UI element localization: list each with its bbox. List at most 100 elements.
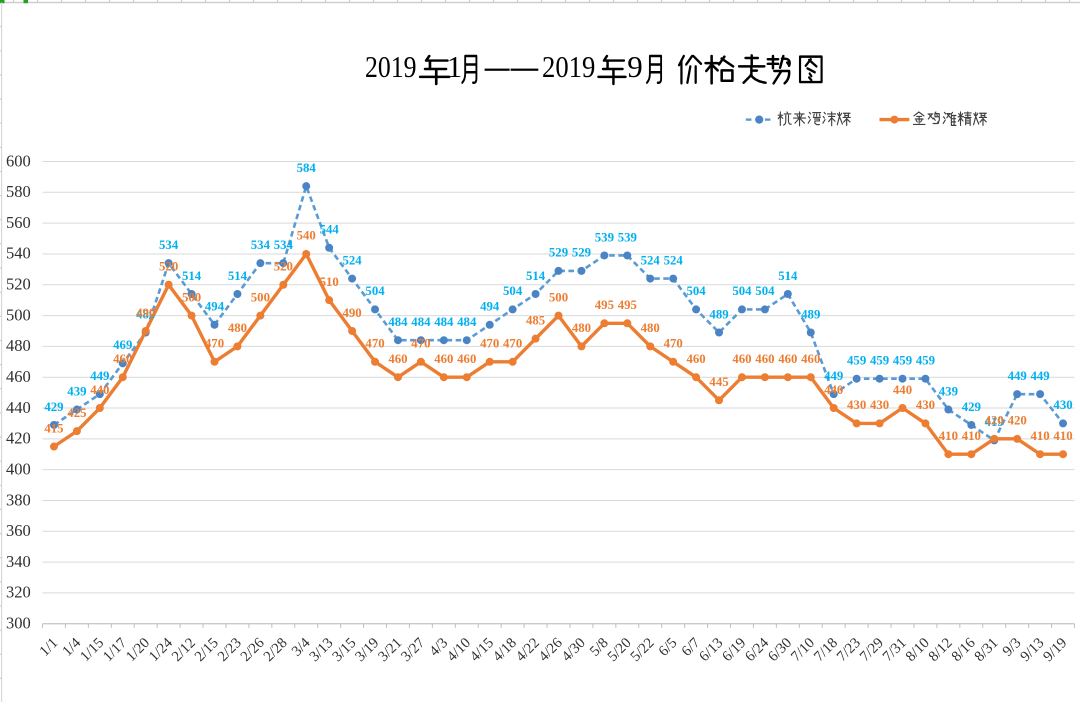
svg-text:504: 504 [365, 284, 385, 298]
svg-text:460: 460 [801, 352, 820, 366]
svg-text:459: 459 [893, 354, 912, 368]
svg-text:529: 529 [572, 246, 591, 260]
svg-text:510: 510 [320, 275, 339, 289]
svg-text:340: 340 [6, 552, 31, 571]
svg-text:514: 514 [228, 269, 248, 283]
svg-text:584: 584 [297, 161, 317, 175]
svg-text:380: 380 [6, 490, 31, 509]
svg-text:459: 459 [870, 354, 889, 368]
svg-text:600: 600 [6, 151, 31, 170]
svg-text:439: 439 [939, 384, 958, 398]
svg-text:534: 534 [159, 238, 179, 252]
svg-text:524: 524 [641, 253, 661, 267]
svg-text:484: 484 [434, 315, 454, 329]
svg-text:504: 504 [755, 284, 775, 298]
svg-text:430: 430 [847, 398, 866, 412]
svg-text:445: 445 [709, 375, 728, 389]
svg-text:520: 520 [159, 260, 178, 274]
svg-text:460: 460 [755, 352, 774, 366]
svg-text:410: 410 [939, 429, 958, 443]
svg-text:430: 430 [870, 398, 889, 412]
svg-text:460: 460 [457, 352, 476, 366]
svg-text:460: 460 [6, 367, 31, 386]
svg-text:470: 470 [411, 337, 430, 351]
svg-text:495: 495 [618, 298, 637, 312]
svg-text:400: 400 [6, 459, 31, 478]
svg-text:440: 440 [893, 383, 912, 397]
svg-text:504: 504 [503, 284, 523, 298]
svg-text:540: 540 [297, 229, 316, 243]
svg-text:504: 504 [732, 284, 752, 298]
svg-text:460: 460 [778, 352, 797, 366]
svg-text:440: 440 [90, 383, 109, 397]
svg-text:300: 300 [6, 614, 31, 633]
svg-text:539: 539 [595, 230, 614, 244]
svg-text:470: 470 [503, 337, 522, 351]
svg-text:520: 520 [274, 260, 293, 274]
svg-text:459: 459 [916, 354, 935, 368]
svg-text:460: 460 [388, 352, 407, 366]
svg-text:470: 470 [205, 337, 224, 351]
svg-text:485: 485 [526, 313, 545, 327]
svg-text:524: 524 [664, 253, 684, 267]
svg-text:430: 430 [916, 398, 935, 412]
svg-text:360: 360 [6, 521, 31, 540]
svg-text:460: 460 [434, 352, 453, 366]
svg-text:449: 449 [1030, 369, 1049, 383]
svg-text:410: 410 [962, 429, 981, 443]
svg-text:429: 429 [44, 400, 63, 414]
svg-text:560: 560 [6, 213, 31, 232]
svg-text:2019: 2019 [542, 49, 595, 84]
svg-text:500: 500 [6, 305, 31, 324]
svg-text:420: 420 [6, 429, 31, 448]
svg-text:514: 514 [526, 269, 546, 283]
svg-text:415: 415 [44, 421, 63, 435]
svg-text:449: 449 [90, 369, 109, 383]
svg-text:420: 420 [985, 414, 1004, 428]
svg-text:480: 480 [6, 336, 31, 355]
svg-text:540: 540 [6, 244, 31, 263]
svg-text:489: 489 [801, 307, 820, 321]
svg-text:425: 425 [67, 406, 86, 420]
svg-text:524: 524 [342, 253, 362, 267]
svg-text:470: 470 [365, 337, 384, 351]
svg-text:459: 459 [847, 354, 866, 368]
svg-text:460: 460 [113, 352, 132, 366]
svg-text:500: 500 [182, 290, 201, 304]
svg-text:9: 9 [627, 49, 643, 84]
svg-text:410: 410 [1053, 429, 1072, 443]
svg-text:534: 534 [274, 238, 294, 252]
svg-text:470: 470 [480, 337, 499, 351]
svg-text:430: 430 [1053, 398, 1072, 412]
svg-text:484: 484 [388, 315, 408, 329]
svg-text:580: 580 [6, 182, 31, 201]
svg-text:2019: 2019 [365, 49, 417, 84]
svg-text:480: 480 [572, 321, 591, 335]
svg-text:520: 520 [6, 275, 31, 294]
svg-text:449: 449 [1008, 369, 1027, 383]
svg-text:440: 440 [824, 383, 843, 397]
svg-text:440: 440 [6, 398, 31, 417]
svg-text:514: 514 [778, 269, 798, 283]
svg-text:460: 460 [732, 352, 751, 366]
svg-text:494: 494 [480, 300, 500, 314]
svg-text:420: 420 [1008, 414, 1027, 428]
svg-text:529: 529 [549, 246, 568, 260]
svg-text:504: 504 [686, 284, 706, 298]
svg-text:1: 1 [447, 49, 463, 84]
svg-text:514: 514 [182, 269, 202, 283]
svg-text:484: 484 [411, 315, 431, 329]
svg-text:410: 410 [1030, 429, 1049, 443]
svg-text:480: 480 [228, 321, 247, 335]
svg-text:495: 495 [595, 298, 614, 312]
svg-text:490: 490 [136, 306, 155, 320]
svg-text:429: 429 [962, 400, 981, 414]
svg-text:490: 490 [342, 306, 361, 320]
svg-text:489: 489 [136, 307, 155, 321]
svg-text:449: 449 [824, 369, 843, 383]
svg-text:489: 489 [709, 307, 728, 321]
svg-text:480: 480 [641, 321, 660, 335]
svg-text:500: 500 [251, 290, 270, 304]
svg-text:534: 534 [251, 238, 271, 252]
svg-text:469: 469 [113, 338, 132, 352]
